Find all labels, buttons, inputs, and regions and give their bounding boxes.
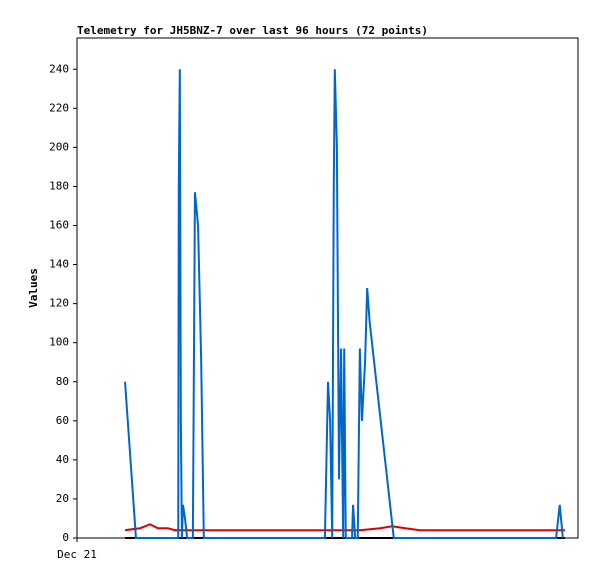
y-tick-label: 40	[56, 453, 69, 466]
y-tick-label: 220	[49, 101, 69, 114]
y-tick-label: 20	[56, 492, 69, 505]
y-tick-label: 140	[49, 258, 69, 271]
y-tick-label: 240	[49, 62, 69, 75]
y-tick-label: 160	[49, 219, 69, 232]
y-tick-label: 100	[49, 336, 69, 349]
y-tick-label: 200	[49, 140, 69, 153]
x-tick-label: Dec 21	[57, 548, 97, 561]
y-axis-label: Values	[27, 268, 40, 308]
y-tick-label: 60	[56, 414, 69, 427]
series-line	[124, 69, 564, 539]
y-tick-label: 180	[49, 179, 69, 192]
series-line	[124, 523, 565, 532]
y-tick-label: 120	[49, 297, 69, 310]
chart-title: Telemetry for JH5BNZ-7 over last 96 hour…	[77, 24, 428, 37]
y-tick-label: 80	[56, 375, 69, 388]
y-tick-label: 0	[62, 531, 69, 544]
